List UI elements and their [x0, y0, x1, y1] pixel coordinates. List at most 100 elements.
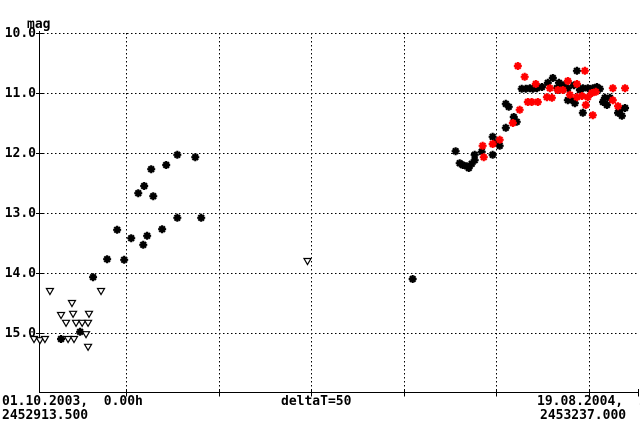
black-star-marker: [512, 117, 521, 126]
black-star-marker: [470, 156, 479, 165]
red-star-marker: [553, 86, 562, 94]
black-star-marker: [583, 84, 592, 93]
red-star-marker: [608, 96, 617, 105]
black-star-marker: [464, 164, 473, 172]
black-star-marker: [504, 102, 513, 111]
red-star-marker: [565, 90, 574, 99]
y-tick-label: 11.0: [4, 86, 36, 101]
black-star-observations: [57, 66, 630, 343]
red-star-marker: [580, 66, 589, 75]
black-star-marker: [572, 66, 581, 75]
black-star-marker: [103, 255, 112, 264]
red-star-marker: [533, 98, 542, 106]
upper-limit-triangle-marker: [68, 310, 78, 319]
black-star-marker: [600, 93, 609, 102]
black-star-marker: [488, 132, 497, 141]
upper-limit-triangle-marker: [96, 287, 106, 296]
black-star-marker: [451, 147, 460, 156]
upper-limit-triangle-marker: [84, 310, 94, 319]
upper-limit-triangle-marker: [63, 335, 73, 344]
black-star-marker: [543, 78, 552, 87]
black-star-marker: [477, 147, 486, 156]
black-star-marker: [113, 225, 122, 234]
black-star-marker: [147, 165, 156, 174]
black-star-marker: [554, 78, 563, 87]
red-star-marker: [581, 101, 590, 109]
red-star-marker: [583, 93, 592, 102]
red-star-marker: [591, 87, 600, 96]
black-star-marker: [495, 141, 504, 150]
red-star-marker: [572, 93, 581, 102]
red-star-marker: [531, 80, 540, 88]
y-tick-label: 13.0: [4, 206, 36, 221]
x-axis-end-jd-label: 2453237.000: [540, 408, 627, 423]
upper-limit-triangle-marker: [302, 257, 313, 266]
upper-limit-triangle-marker: [40, 335, 50, 344]
x-axis-start-jd-label: 2452913.500: [2, 408, 89, 423]
black-star-marker: [120, 255, 129, 264]
red-star-marker: [572, 80, 581, 88]
black-star-marker: [528, 84, 537, 93]
black-star-marker: [578, 108, 587, 117]
y-tick-label: 14.0: [4, 266, 36, 281]
red-star-marker: [587, 89, 596, 97]
upper-limit-triangle-marker: [35, 337, 45, 345]
upper-limit-triangle-marker: [69, 335, 79, 344]
red-star-marker: [547, 93, 556, 102]
red-star-marker: [563, 77, 572, 85]
red-star-marker: [608, 84, 617, 93]
upper-limit-triangle-marker: [29, 335, 39, 344]
upper-limit-triangle-marker: [56, 311, 66, 320]
y-axis-unit-label: mag: [27, 17, 51, 32]
black-star-marker: [173, 150, 182, 159]
red-star-marker: [520, 72, 529, 81]
red-star-observations: [478, 62, 630, 162]
black-star-marker: [616, 105, 625, 114]
upper-limit-observations: [29, 257, 313, 352]
black-star-marker: [458, 161, 467, 169]
x-axis-start-date-label: 01.10.2003, 0.00h: [2, 394, 143, 409]
upper-limit-triangle-marker: [81, 331, 91, 339]
upper-limit-triangle-marker: [83, 319, 93, 328]
upper-limit-triangle-marker: [61, 319, 71, 328]
black-star-marker: [595, 84, 604, 93]
black-star-marker: [602, 101, 611, 109]
black-star-marker: [76, 327, 85, 336]
upper-limit-triangle-marker: [71, 319, 81, 328]
red-star-marker: [545, 84, 554, 93]
black-star-marker: [197, 213, 206, 222]
black-star-marker: [501, 123, 510, 132]
black-star-marker: [149, 192, 158, 201]
black-star-marker: [89, 273, 98, 282]
black-star-marker: [588, 84, 597, 93]
black-star-marker: [488, 150, 497, 159]
black-star-marker: [548, 74, 557, 82]
black-star-marker: [509, 113, 518, 121]
red-star-marker: [508, 119, 517, 127]
black-star-marker: [191, 153, 200, 162]
black-star-marker: [492, 138, 501, 147]
red-star-marker: [488, 140, 497, 148]
x-axis-end-date-label: 19.08.2004, 1: [537, 394, 640, 409]
upper-limit-triangle-marker: [45, 287, 55, 296]
y-tick-label: 10.0: [4, 26, 36, 41]
black-star-marker: [578, 84, 587, 93]
black-star-marker: [532, 84, 541, 93]
black-star-marker: [140, 182, 149, 190]
black-star-marker: [558, 81, 567, 90]
red-star-marker: [558, 86, 567, 94]
red-star-marker: [513, 62, 522, 70]
black-star-marker: [563, 84, 572, 93]
red-star-marker: [527, 98, 536, 106]
black-star-marker: [467, 159, 476, 168]
black-star-marker: [173, 213, 182, 222]
black-star-marker: [617, 111, 626, 120]
black-star-marker: [134, 189, 143, 198]
black-star-marker: [569, 81, 578, 90]
upper-limit-triangle-marker: [77, 319, 87, 328]
upper-limit-triangle-marker: [67, 299, 77, 308]
red-star-marker: [588, 111, 597, 120]
black-star-marker: [501, 99, 510, 108]
